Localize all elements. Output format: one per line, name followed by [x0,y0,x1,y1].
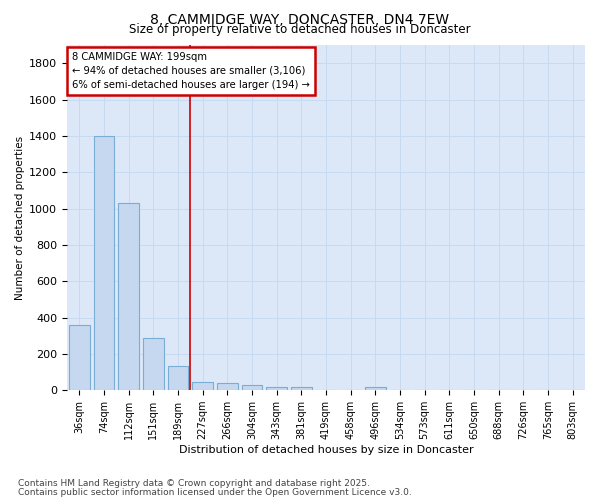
Bar [167,366,188,390]
Text: Contains public sector information licensed under the Open Government Licence v3: Contains public sector information licen… [18,488,412,497]
Bar [143,338,164,390]
Bar [192,382,213,390]
Bar [291,386,312,390]
Text: Size of property relative to detached houses in Doncaster: Size of property relative to detached ho… [129,22,471,36]
Y-axis label: Number of detached properties: Number of detached properties [15,136,25,300]
Bar [242,385,262,390]
Bar [69,325,90,390]
Bar [94,136,115,390]
Text: 8, CAMMIDGE WAY, DONCASTER, DN4 7EW: 8, CAMMIDGE WAY, DONCASTER, DN4 7EW [151,12,449,26]
Bar [266,386,287,390]
Text: Contains HM Land Registry data © Crown copyright and database right 2025.: Contains HM Land Registry data © Crown c… [18,479,370,488]
Bar [365,388,386,390]
X-axis label: Distribution of detached houses by size in Doncaster: Distribution of detached houses by size … [179,445,473,455]
Text: 8 CAMMIDGE WAY: 199sqm
← 94% of detached houses are smaller (3,106)
6% of semi-d: 8 CAMMIDGE WAY: 199sqm ← 94% of detached… [72,52,310,90]
Bar [217,383,238,390]
Bar [118,203,139,390]
